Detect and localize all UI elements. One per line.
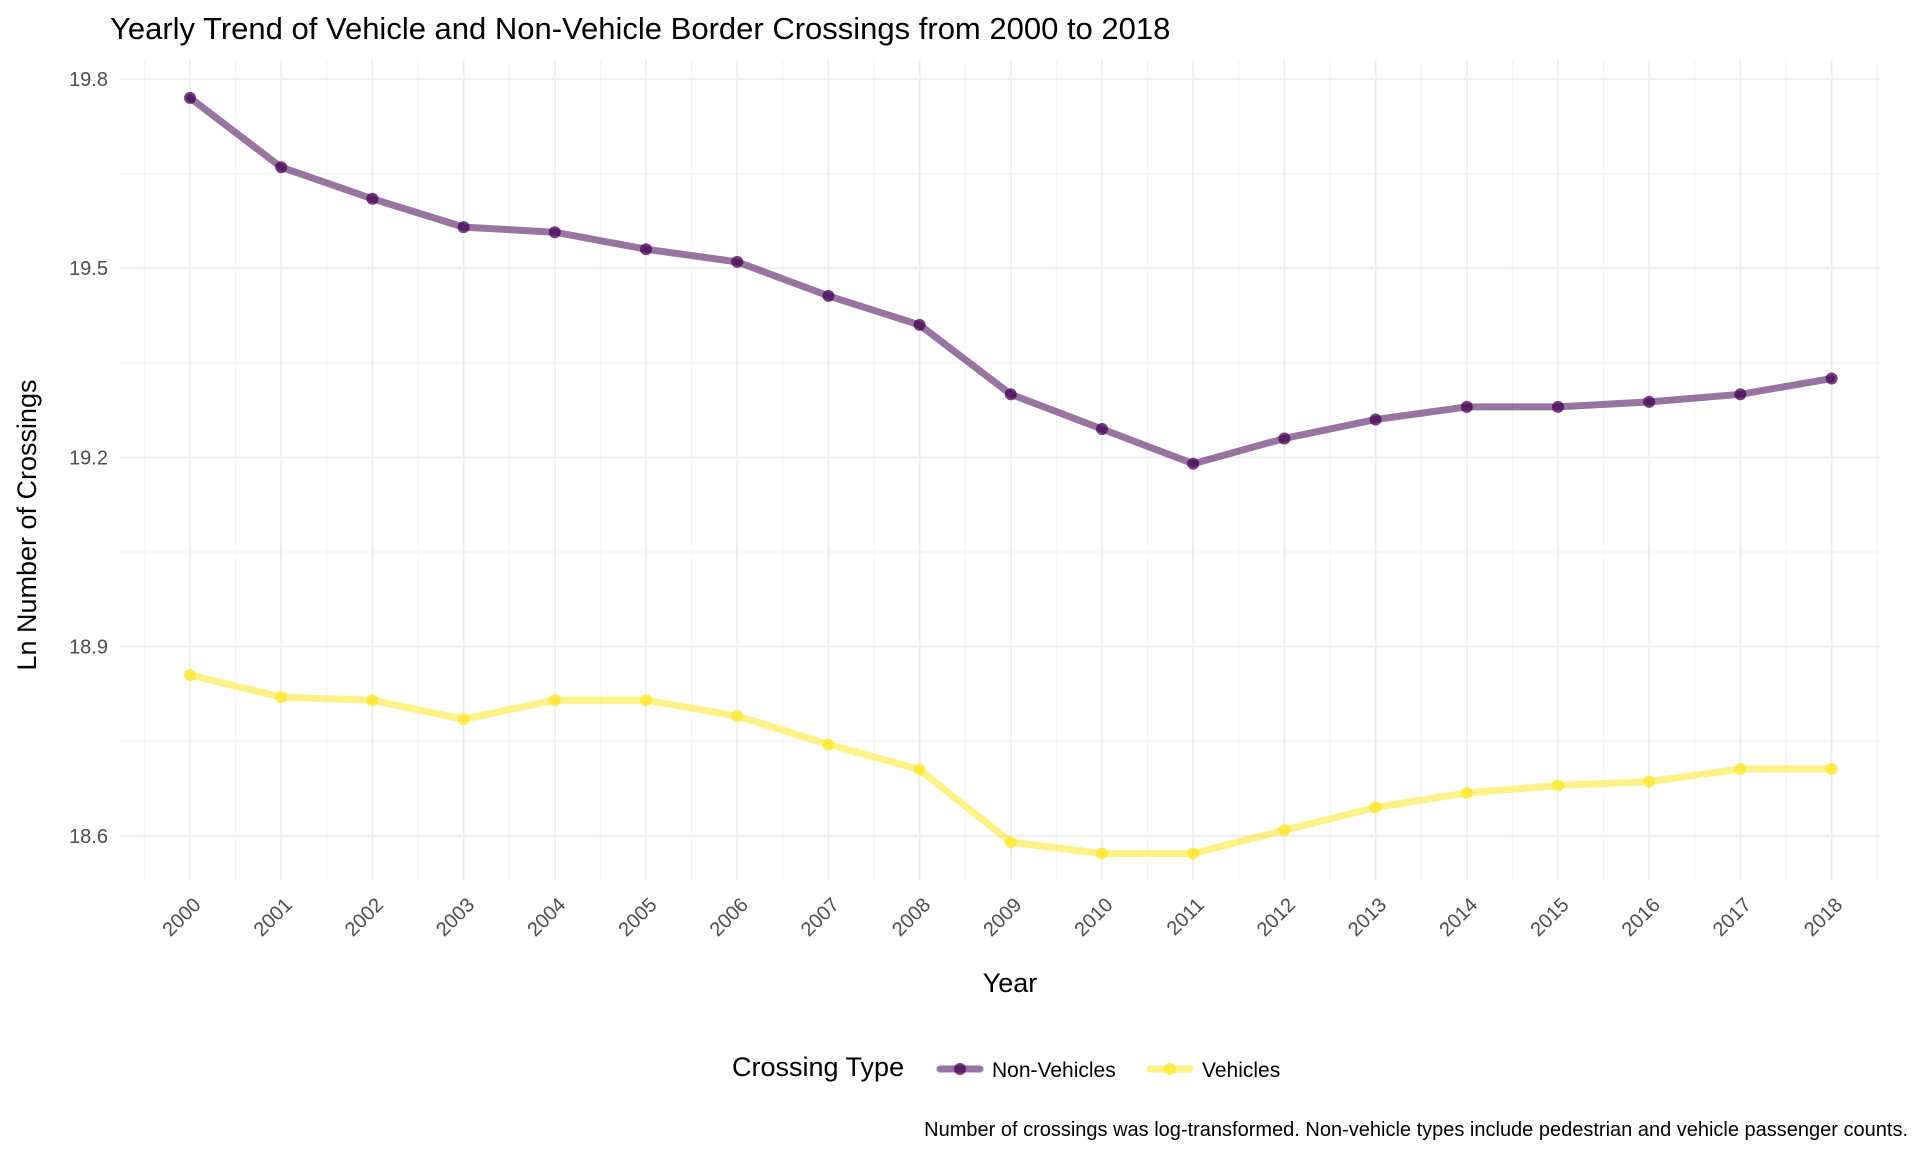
series-points (184, 91, 1838, 860)
x-axis-ticks: 2000 2001 2002 2003 2004 2005 2006 2007 2008 2009… (159, 894, 1848, 941)
data-point (640, 243, 652, 256)
x-tick-label: 2009 (979, 894, 1026, 941)
y-tick-label: 19.8 (69, 69, 108, 91)
legend-title: Crossing Type (732, 1052, 904, 1082)
x-tick-label: 2003 (432, 894, 479, 941)
data-point (548, 226, 561, 239)
data-point (1552, 400, 1564, 413)
data-point (731, 710, 744, 722)
x-tick-label: 2015 (1527, 894, 1574, 941)
chart-title: Yearly Trend of Vehicle and Non-Vehicle … (110, 11, 1170, 46)
data-point (1096, 423, 1108, 435)
chart-caption: Number of crossings was log-transformed.… (924, 1119, 1908, 1141)
data-point (275, 691, 288, 704)
x-tick-label: 2010 (1071, 894, 1118, 941)
x-tick-label: 2006 (706, 894, 753, 941)
x-tick-label: 2011 (1163, 894, 1209, 940)
x-tick-label: 2017 (1709, 894, 1756, 941)
data-point (1643, 395, 1656, 408)
legend-label: Vehicles (1202, 1059, 1280, 1082)
data-point (457, 221, 470, 234)
data-point (457, 713, 470, 726)
data-point (1734, 388, 1747, 401)
data-point (1004, 836, 1017, 849)
x-tick-label: 2002 (341, 894, 388, 941)
x-tick-label: 2000 (159, 894, 206, 941)
data-point (1278, 824, 1291, 837)
y-tick-label: 18.9 (69, 637, 108, 659)
y-axis-ticks: 19.8 19.5 19.2 18.9 18.6 (69, 69, 108, 848)
data-point (822, 289, 835, 302)
x-tick-label: 2012 (1253, 894, 1300, 941)
data-point (1552, 779, 1564, 792)
data-point (1004, 388, 1017, 401)
data-point (1096, 847, 1108, 860)
data-point (184, 669, 196, 681)
data-point (913, 318, 926, 331)
data-point (275, 161, 288, 174)
plot-grid (120, 60, 1880, 880)
data-point (640, 694, 652, 707)
x-axis-title: Year (983, 968, 1038, 998)
data-point (1460, 786, 1473, 799)
data-point (1187, 457, 1200, 470)
data-point (1369, 801, 1382, 814)
data-point (184, 91, 196, 104)
x-tick-label: 2014 (1435, 894, 1482, 941)
x-tick-label: 2018 (1800, 894, 1847, 941)
y-axis-title: Ln Number of Crossings (12, 379, 42, 670)
x-tick-label: 2008 (888, 894, 935, 941)
x-tick-label: 2001 (250, 894, 297, 941)
data-point (1825, 372, 1838, 385)
x-tick-label: 2005 (615, 894, 662, 941)
data-point (366, 694, 379, 707)
data-point (822, 738, 835, 751)
x-tick-label: 2004 (523, 894, 570, 941)
data-point (1734, 762, 1747, 775)
data-point (1187, 847, 1200, 860)
data-point (548, 694, 561, 707)
legend: Crossing Type Non-Vehicles Vehicles (732, 1052, 1280, 1082)
y-tick-label: 19.2 (69, 447, 108, 469)
x-tick-label: 2013 (1344, 894, 1391, 941)
data-point (913, 763, 926, 776)
data-point (366, 192, 379, 205)
y-tick-label: 19.5 (69, 258, 108, 280)
x-tick-label: 2016 (1618, 894, 1665, 941)
legend-key-point (954, 1063, 966, 1075)
data-point (731, 255, 744, 268)
data-point (1643, 775, 1656, 788)
x-tick-label: 2007 (797, 894, 844, 941)
y-tick-label: 18.6 (69, 826, 108, 848)
legend-key-point (1164, 1063, 1176, 1075)
data-point (1825, 762, 1838, 775)
legend-label: Non-Vehicles (992, 1059, 1116, 1082)
legend-items: Non-Vehicles Vehicles (936, 1059, 1280, 1082)
data-point (1460, 400, 1473, 413)
data-point (1278, 432, 1291, 445)
data-point (1369, 413, 1382, 426)
